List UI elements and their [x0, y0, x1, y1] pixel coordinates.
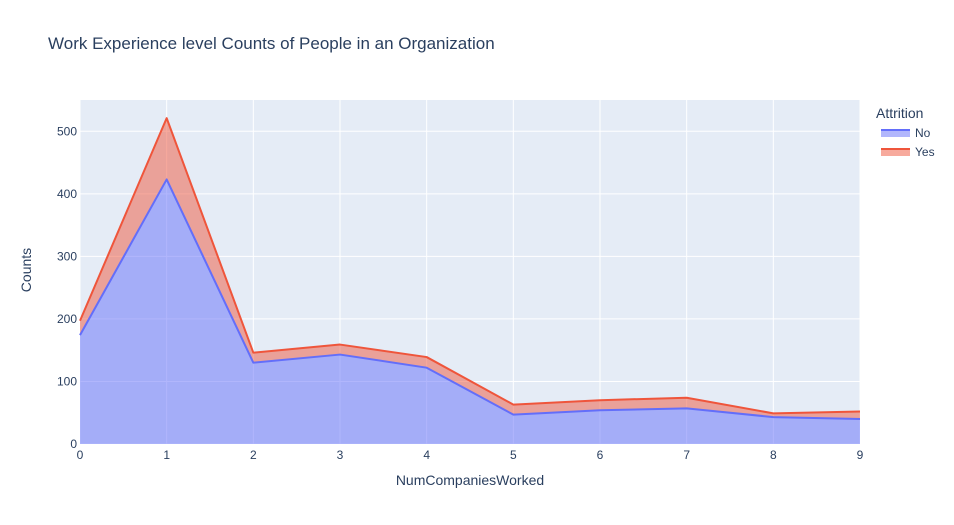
x-tick-label: 2 [250, 448, 257, 462]
x-axis-title: NumCompaniesWorked [396, 472, 544, 488]
series-line-no[interactable] [79, 178, 861, 420]
x-tick-label: 9 [857, 448, 864, 462]
data-point-no[interactable] [597, 407, 603, 413]
y-tick-label: 200 [57, 312, 77, 326]
legend[interactable]: Attrition No Yes [876, 105, 935, 159]
x-axis-ticks: 0 1 2 3 4 5 6 7 8 9 [77, 448, 864, 462]
y-axis-ticks: 0 100 200 300 400 500 [57, 124, 77, 451]
legend-swatch-fill [881, 130, 910, 137]
data-point-yes[interactable] [510, 402, 516, 408]
data-point-yes[interactable] [857, 408, 863, 414]
data-point-yes[interactable] [250, 350, 256, 356]
y-tick-label: 0 [70, 437, 77, 451]
y-tick-label: 300 [57, 249, 77, 263]
y-tick-label: 400 [57, 187, 77, 201]
data-point-yes[interactable] [337, 342, 343, 348]
x-tick-label: 0 [77, 448, 84, 462]
legend-title: Attrition [876, 105, 923, 121]
data-point-no[interactable] [164, 176, 170, 182]
data-point-no[interactable] [510, 412, 516, 418]
data-point-no[interactable] [250, 360, 256, 366]
legend-label: No [915, 126, 931, 140]
data-point-yes[interactable] [770, 410, 776, 416]
y-axis-title: Counts [18, 248, 34, 292]
x-tick-label: 3 [337, 448, 344, 462]
chart-title: Work Experience level Counts of People i… [48, 34, 495, 53]
x-tick-label: 6 [597, 448, 604, 462]
y-tick-label: 100 [57, 374, 77, 388]
x-tick-label: 8 [770, 448, 777, 462]
area-series [77, 115, 863, 444]
legend-item-no[interactable]: No [881, 126, 931, 140]
data-point-yes[interactable] [424, 354, 430, 360]
data-point-yes[interactable] [164, 115, 170, 121]
legend-label: Yes [915, 145, 935, 159]
data-point-yes[interactable] [597, 397, 603, 403]
area-fill-yes [80, 118, 860, 419]
data-point-no[interactable] [424, 365, 430, 371]
data-point-no[interactable] [684, 405, 690, 411]
x-tick-label: 7 [683, 448, 690, 462]
series-line-yes[interactable] [79, 117, 861, 415]
data-point-yes[interactable] [684, 395, 690, 401]
legend-swatch-fill [881, 149, 910, 156]
data-point-no[interactable] [77, 332, 83, 338]
data-point-no[interactable] [337, 352, 343, 358]
x-tick-label: 1 [163, 448, 170, 462]
x-tick-label: 4 [423, 448, 430, 462]
x-tick-label: 5 [510, 448, 517, 462]
area-fill-no [80, 179, 860, 444]
data-point-yes[interactable] [77, 318, 83, 324]
y-tick-label: 500 [57, 124, 77, 138]
gridlines [79, 100, 861, 445]
data-point-no[interactable] [857, 416, 863, 422]
legend-item-yes[interactable]: Yes [881, 145, 935, 159]
